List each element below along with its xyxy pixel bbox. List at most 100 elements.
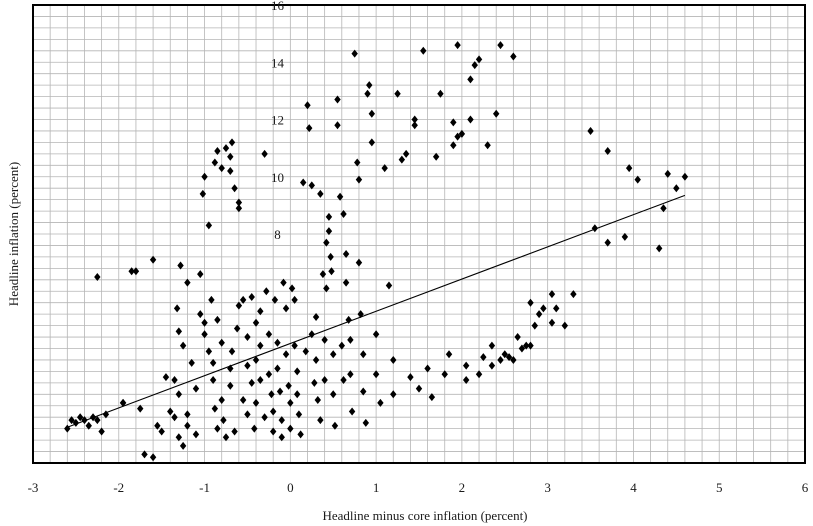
scatter-point xyxy=(510,53,516,61)
scatter-point xyxy=(251,425,257,433)
scatter-point xyxy=(412,121,418,129)
scatter-point xyxy=(363,419,369,427)
scatter-point xyxy=(201,173,207,181)
y-tick-label: 12 xyxy=(271,113,284,128)
scatter-point xyxy=(283,304,289,312)
chart-grid xyxy=(33,5,805,463)
scatter-point xyxy=(463,362,469,370)
scatter-point xyxy=(420,47,426,55)
x-tick-label: 0 xyxy=(287,480,294,495)
scatter-point xyxy=(294,390,300,398)
scatter-point xyxy=(673,184,679,192)
scatter-point xyxy=(532,322,538,330)
scatter-point xyxy=(527,299,533,307)
y-tick-label: 14 xyxy=(271,55,285,70)
scatter-point xyxy=(214,316,220,324)
x-tick-label: 2 xyxy=(459,480,466,495)
scatter-point xyxy=(497,41,503,49)
scatter-point xyxy=(349,407,355,415)
scatter-point xyxy=(334,121,340,129)
x-tick-label: 6 xyxy=(802,480,809,495)
scatter-point xyxy=(297,430,303,438)
scatter-point xyxy=(197,270,203,278)
scatter-point xyxy=(416,385,422,393)
scatter-point xyxy=(219,396,225,404)
scatter-point xyxy=(180,442,186,450)
scatter-point xyxy=(283,350,289,358)
scatter-point xyxy=(489,362,495,370)
y-tick-label: 16 xyxy=(271,0,285,13)
scatter-point xyxy=(167,407,173,415)
scatter-point xyxy=(219,339,225,347)
x-tick-label: 3 xyxy=(544,480,551,495)
scatter-point xyxy=(163,373,169,381)
scatter-point xyxy=(357,310,363,318)
scatter-point xyxy=(311,379,317,387)
scatter-point xyxy=(197,310,203,318)
scatter-point xyxy=(390,356,396,364)
x-axis-label: Headline minus core inflation (percent) xyxy=(322,508,527,523)
scatter-point xyxy=(244,333,250,341)
scatter-point xyxy=(174,304,180,312)
scatter-point xyxy=(315,396,321,404)
x-axis-ticks: -3 -2 -1 0 1 2 3 4 5 6 xyxy=(28,480,809,495)
x-tick-label: -3 xyxy=(28,480,39,495)
scatter-point xyxy=(227,167,233,175)
scatter-point xyxy=(268,390,274,398)
scatter-point xyxy=(214,425,220,433)
scatter-point xyxy=(356,259,362,267)
scatter-point xyxy=(386,282,392,290)
x-tick-label: -2 xyxy=(113,480,124,495)
scatter-point xyxy=(562,322,568,330)
scatter-point xyxy=(231,184,237,192)
scatter-point xyxy=(244,362,250,370)
y-tick-label: 8 xyxy=(274,227,281,242)
scatter-point xyxy=(294,367,300,375)
x-tick-label: 1 xyxy=(373,480,380,495)
scatter-point xyxy=(193,385,199,393)
scatter-point xyxy=(403,150,409,158)
scatter-point xyxy=(193,430,199,438)
scatter-point xyxy=(249,293,255,301)
scatter-point xyxy=(497,356,503,364)
scatter-point xyxy=(327,253,333,261)
scatter-point xyxy=(274,339,280,347)
scatter-point xyxy=(592,224,598,232)
scatter-point xyxy=(150,453,156,461)
scatter-point xyxy=(263,287,269,295)
scatter-point xyxy=(261,413,267,421)
scatter-point xyxy=(587,127,593,135)
scatter-point xyxy=(540,304,546,312)
scatter-point xyxy=(171,413,177,421)
scatter-point xyxy=(317,190,323,198)
scatter-point xyxy=(446,350,452,358)
scatter-point xyxy=(330,350,336,358)
scatter-point xyxy=(360,350,366,358)
scatter-point xyxy=(467,75,473,83)
scatter-point xyxy=(176,327,182,335)
x-tick-label: 4 xyxy=(630,480,637,495)
scatter-point xyxy=(390,390,396,398)
scatter-point xyxy=(493,110,499,118)
scatter-point xyxy=(682,173,688,181)
x-tick-label: 5 xyxy=(716,480,723,495)
scatter-point xyxy=(467,116,473,124)
scatter-point xyxy=(240,396,246,404)
scatter-point xyxy=(320,270,326,278)
scatter-point xyxy=(330,390,336,398)
scatter-point xyxy=(369,138,375,146)
scatter-point xyxy=(287,425,293,433)
x-tick-label: -1 xyxy=(199,480,210,495)
scatter-point xyxy=(229,138,235,146)
scatter-point xyxy=(300,178,306,186)
scatter-point xyxy=(313,356,319,364)
scatter-point xyxy=(407,373,413,381)
scatter-point xyxy=(326,213,332,221)
scatter-point xyxy=(536,310,542,318)
scatter-point xyxy=(553,304,559,312)
scatter-point xyxy=(270,407,276,415)
scatter-point xyxy=(454,41,460,49)
scatter-point xyxy=(223,144,229,152)
scatter-point xyxy=(249,379,255,387)
